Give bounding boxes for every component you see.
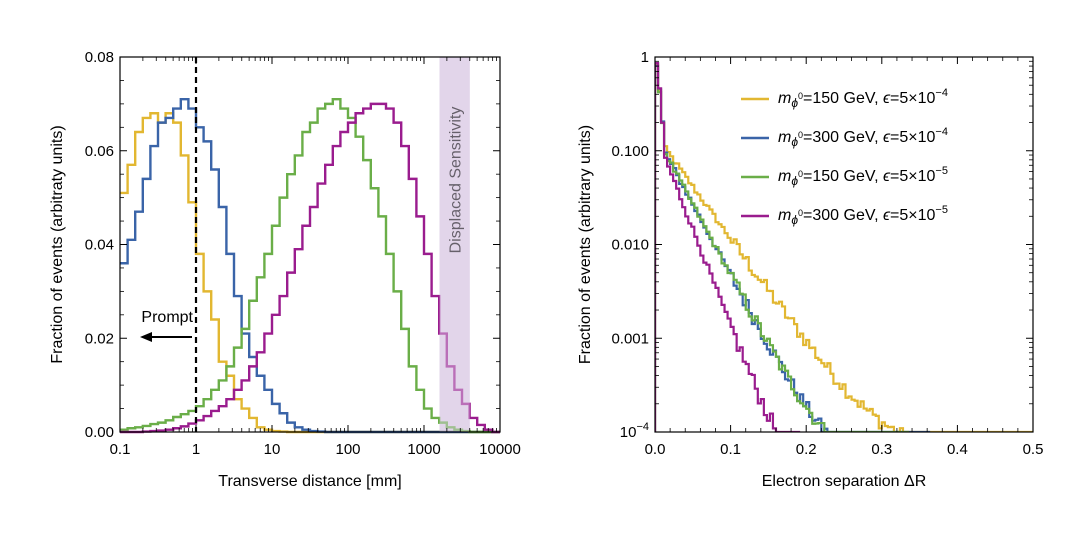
right-x-tick-label: 0.2 (796, 441, 817, 458)
right-y-axis-label: Fraction of events (arbitrary units) (577, 125, 594, 364)
legend-entry: mϕ0=300 GeV, ϵ=5×10−4 (778, 126, 948, 149)
band-overlay (439, 57, 470, 432)
right-chart: 0.0 0.1 0.2 0.3 0.4 0.5 10−4 0.001 0.010 0.100 1 E… (577, 49, 1043, 490)
prompt-arrow-head (140, 332, 152, 342)
right-series-green (655, 62, 910, 432)
right-x-tick-label: 0.5 (1023, 441, 1044, 458)
legend-entry: mϕ0=150 GeV, ϵ=5×10−5 (778, 165, 948, 188)
left-x-tick-label: 100 (335, 441, 360, 458)
right-series-blue (655, 64, 931, 432)
left-y-tick-label: 0.06 (85, 143, 114, 160)
right-y-tick-label: 10−4 (620, 421, 649, 441)
legend: mϕ0=150 GeV, ϵ=5×10−4 mϕ0=300 GeV, ϵ=5×10… (741, 87, 948, 227)
left-x-tick-label: 0.1 (110, 441, 131, 458)
right-series-gold (655, 64, 1033, 432)
legend-entry: mϕ0=300 GeV, ϵ=5×10−5 (778, 204, 948, 227)
left-y-tick-label: 0.00 (85, 424, 114, 441)
left-x-tick-label: 10000 (479, 441, 521, 458)
right-x-tick-label: 0.4 (947, 441, 968, 458)
right-y-tick-label: 0.010 (611, 237, 649, 254)
right-x-axis-label: Electron separation ΔR (762, 473, 927, 490)
right-x-tick-label: 0.3 (871, 441, 892, 458)
right-y-tick-label: 0.100 (611, 143, 649, 160)
displaced-sensitivity-label: Displaced Sensitivity (448, 107, 465, 254)
right-series-group (655, 62, 1033, 432)
prompt-label: Prompt (141, 309, 193, 326)
right-x-tick-label: 0.1 (720, 441, 741, 458)
left-x-tick-label: 10 (264, 441, 281, 458)
right-series-purple (655, 62, 801, 432)
left-y-tick-label: 0.04 (85, 237, 114, 254)
left-series-group (120, 57, 500, 434)
right-y-tick-label: 0.001 (611, 330, 649, 347)
right-axis-ticks: 0.0 0.1 0.2 0.3 0.4 0.5 10−4 0.001 0.010 0.100 1 (611, 49, 1043, 458)
left-y-tick-label: 0.02 (85, 330, 114, 347)
legend-entry: mϕ0=150 GeV, ϵ=5×10−4 (778, 87, 948, 110)
right-x-tick-label: 0.0 (645, 441, 666, 458)
left-series-purple (120, 102, 500, 434)
left-x-axis-label: Transverse distance [mm] (218, 473, 401, 490)
left-x-tick-label: 1000 (407, 441, 440, 458)
left-axis-ticks: 0.1 1 10 100 1000 10000 0.00 0.02 0.04 0.06 0.08 (85, 49, 521, 458)
left-series-green (120, 97, 500, 434)
left-x-tick-label: 1 (192, 441, 200, 458)
left-chart: Displaced Sensitivity Prompt 0.1 1 10 100 10… (49, 49, 521, 490)
left-y-tick-label: 0.08 (85, 49, 114, 66)
left-y-axis-label: Fraction of events (arbitraty units) (49, 125, 66, 363)
right-y-tick-label: 1 (641, 49, 649, 66)
